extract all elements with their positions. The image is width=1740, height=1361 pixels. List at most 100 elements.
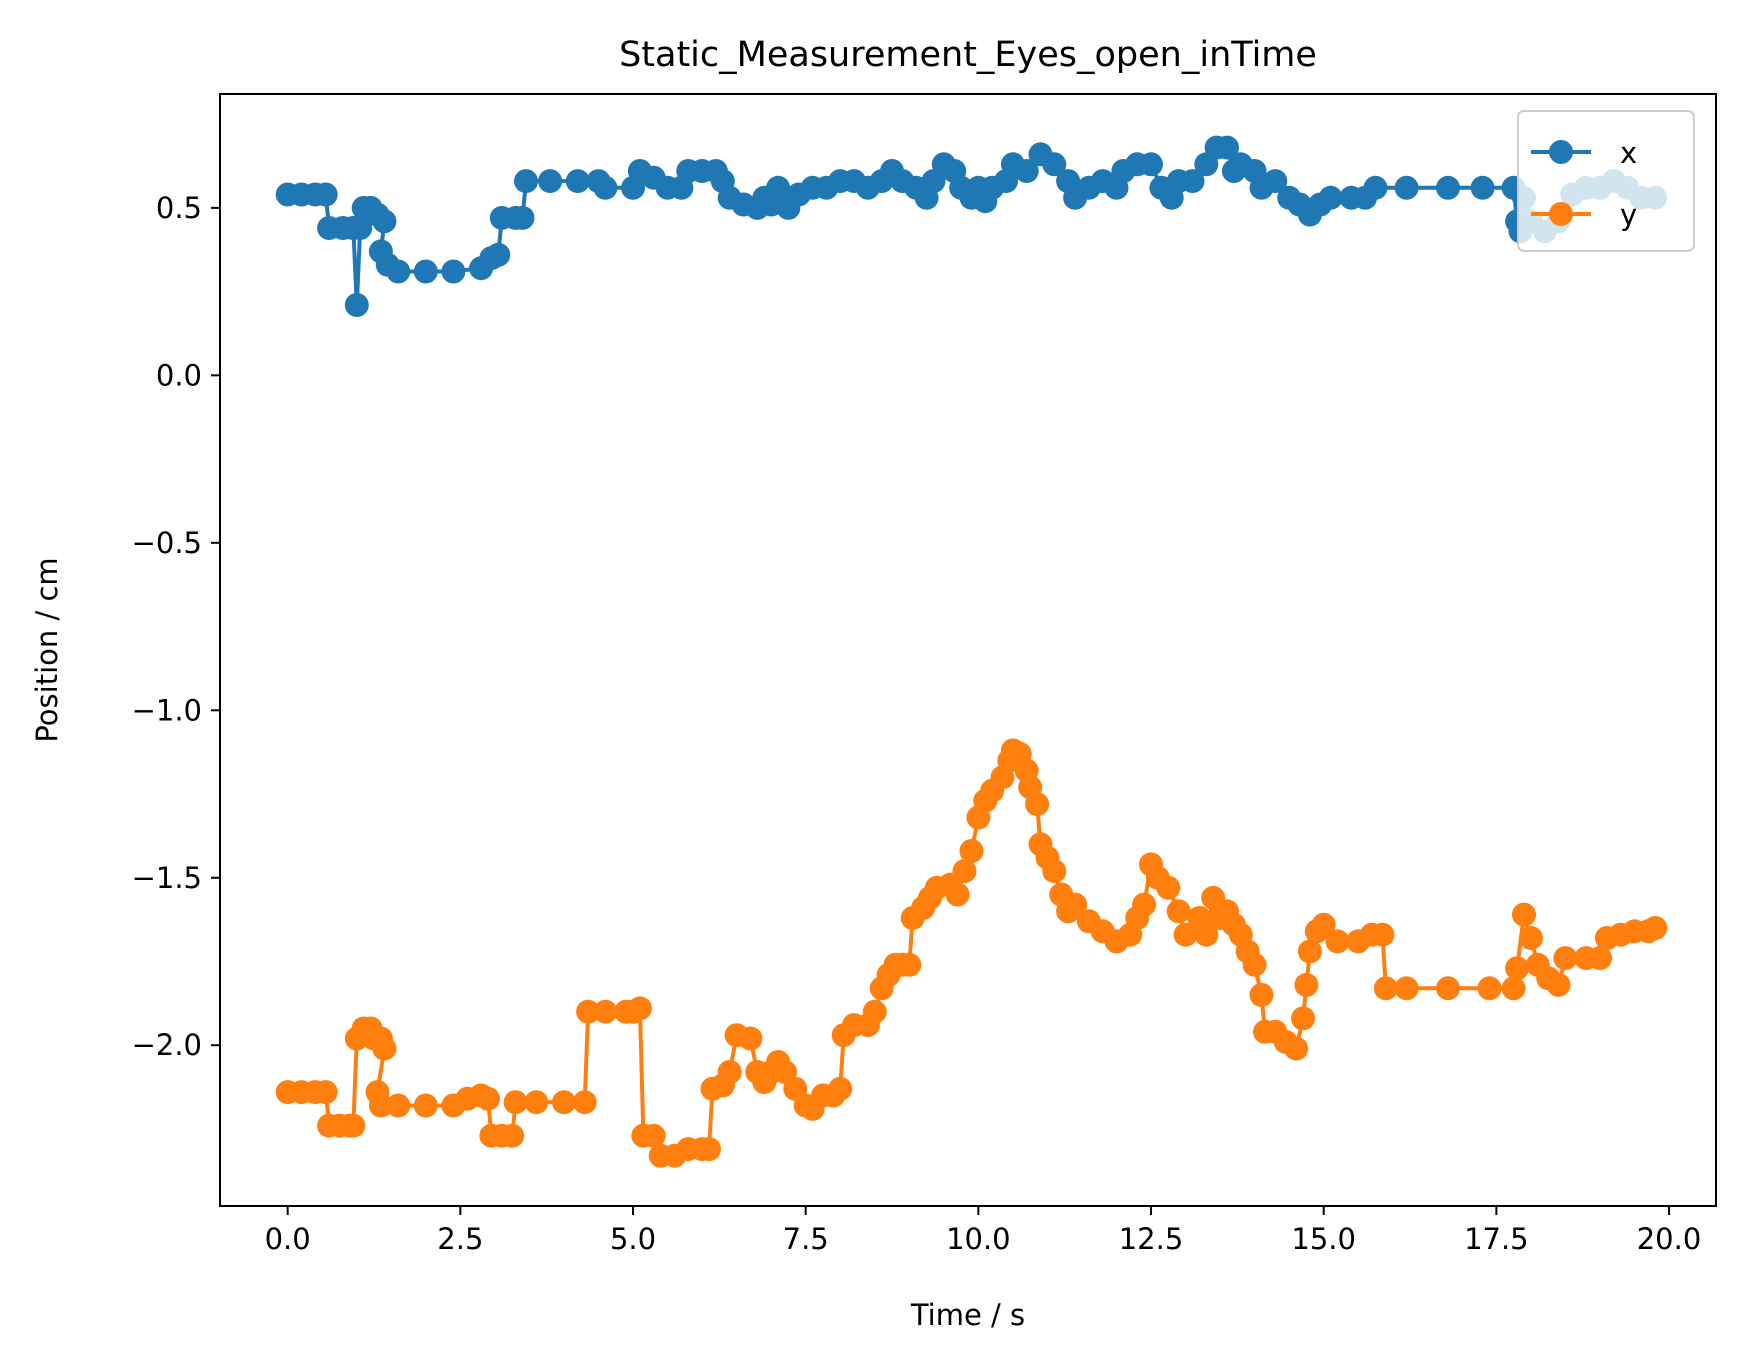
data-point-x — [1363, 175, 1388, 200]
y-tick-label: −2.0 — [132, 1028, 202, 1062]
x-tick-label: 12.5 — [1119, 1222, 1184, 1256]
data-point-y — [1173, 922, 1198, 947]
y-tick-label: 0.0 — [156, 358, 202, 392]
data-point-y — [1063, 892, 1088, 917]
data-point-y — [897, 952, 922, 977]
data-point-y — [476, 1086, 500, 1111]
data-point-y — [697, 1137, 721, 1162]
legend-marker-x — [1549, 140, 1573, 164]
data-point-y — [368, 1093, 393, 1118]
data-point-x — [344, 293, 369, 317]
data-point-y — [1042, 859, 1067, 884]
x-tick-label: 10.0 — [946, 1222, 1011, 1256]
data-point-y — [627, 996, 652, 1021]
data-point-y — [524, 1090, 549, 1115]
data-point-x — [372, 209, 397, 234]
data-point-y — [1512, 902, 1536, 927]
data-point-y — [862, 999, 887, 1024]
y-tick-label: −1.0 — [132, 693, 202, 727]
data-point-x — [348, 216, 373, 240]
data-point-y — [593, 999, 618, 1024]
y-tick-label: −1.5 — [132, 861, 202, 895]
data-point-y — [1643, 916, 1668, 940]
data-point-y — [1553, 946, 1578, 971]
y-tick-label: −0.5 — [132, 526, 202, 560]
data-point-y — [1025, 792, 1050, 817]
data-point-y — [1132, 892, 1157, 917]
data-point-y — [959, 839, 984, 863]
data-point-x — [1014, 159, 1039, 183]
data-point-y — [1436, 976, 1460, 1001]
data-point-x — [1042, 152, 1067, 177]
data-point-y — [313, 1080, 338, 1105]
data-point-y — [500, 1123, 525, 1148]
chart-title: Static_Measurement_Eyes_open_inTime — [619, 35, 1317, 75]
y-axis: 0.5 0.0 −0.5 −1.0 −1.5 −2.0 — [132, 191, 220, 1062]
x-tick-label: 7.5 — [783, 1222, 829, 1256]
x-tick-label: 2.5 — [437, 1222, 483, 1256]
data-point-y — [413, 1093, 438, 1118]
data-point-y — [1501, 976, 1526, 1001]
data-point-y — [1291, 1006, 1315, 1031]
data-point-x — [1215, 135, 1239, 160]
data-point-y — [1373, 976, 1398, 1001]
data-point-x — [1436, 175, 1460, 200]
legend: x y — [1517, 110, 1695, 252]
data-point-y — [1311, 912, 1336, 937]
data-point-y — [717, 1060, 742, 1084]
data-point-y — [1156, 875, 1181, 900]
data-point-y — [1477, 976, 1502, 1001]
legend-box — [1517, 110, 1695, 252]
data-point-y — [1588, 946, 1612, 971]
legend-label-x: x — [1620, 136, 1637, 170]
x-tick-label: 0.0 — [265, 1222, 311, 1256]
data-point-x — [1139, 152, 1163, 177]
series-y — [275, 738, 1668, 1168]
data-point-y — [641, 1123, 666, 1148]
data-point-y — [945, 882, 970, 907]
data-point-x — [766, 175, 791, 200]
x-tick-label: 15.0 — [1291, 1222, 1356, 1256]
data-point-y — [572, 1090, 597, 1115]
data-point-y — [1325, 929, 1350, 954]
legend-label-y: y — [1620, 198, 1637, 232]
data-point-y — [1284, 1036, 1309, 1061]
data-point-y — [503, 1090, 528, 1115]
data-point-y — [1294, 972, 1319, 997]
data-point-x — [1318, 185, 1343, 210]
data-point-y — [1518, 926, 1543, 950]
data-point-y — [828, 1076, 853, 1101]
data-point-y — [576, 999, 601, 1024]
y-tick-label: 0.5 — [156, 191, 202, 225]
plot-frame — [219, 93, 1717, 1207]
data-point-x — [593, 175, 618, 200]
x-tick-label: 17.5 — [1464, 1222, 1529, 1256]
data-point-y — [1194, 922, 1219, 947]
data-point-y — [552, 1090, 576, 1115]
data-point-y — [1297, 939, 1322, 964]
data-point-x — [441, 259, 466, 284]
data-point-x — [486, 242, 511, 267]
data-point-x — [413, 259, 438, 284]
data-point-y — [1505, 956, 1530, 981]
data-point-y — [1249, 983, 1274, 1007]
y-axis-title: Position / cm — [30, 557, 64, 742]
data-point-x — [1180, 169, 1205, 194]
data-point-x — [1394, 175, 1419, 200]
x-tick-label: 20.0 — [1637, 1222, 1702, 1256]
data-point-y — [372, 1036, 397, 1061]
data-point-y — [386, 1093, 411, 1118]
data-point-x — [565, 169, 590, 194]
data-point-y — [341, 1113, 366, 1138]
legend-marker-y — [1549, 202, 1573, 226]
data-point-x — [514, 169, 538, 194]
data-point-y — [952, 859, 977, 884]
data-point-y — [1166, 899, 1191, 924]
x-axis-title: Time / s — [910, 1298, 1025, 1332]
x-axis: 0.0 2.5 5.0 7.5 10.0 12.5 15.0 17.5 20.0 — [265, 1206, 1702, 1256]
data-point-x — [538, 169, 563, 194]
data-point-y — [738, 1026, 763, 1051]
data-point-x — [1470, 175, 1495, 200]
